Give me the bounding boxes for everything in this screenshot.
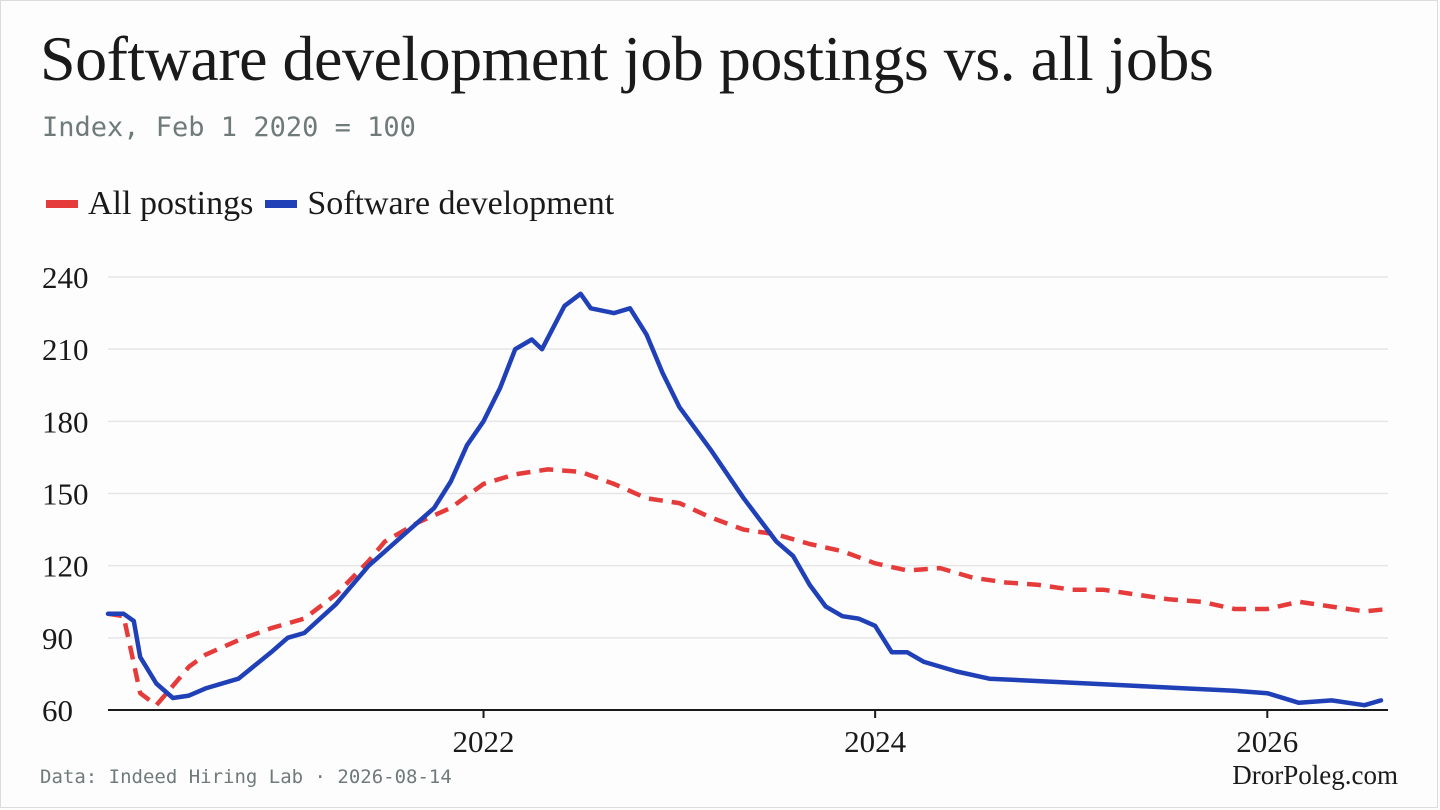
y-tick-label-90: 90	[42, 621, 73, 656]
y-tick-label-240: 240	[42, 260, 89, 295]
line-chart: 60 90 120 150 180 210 240 2022 2024 2026	[42, 260, 1389, 759]
legend-swatch-software-development	[265, 200, 298, 208]
y-tick-label-180: 180	[42, 404, 89, 439]
y-tick-label-120: 120	[42, 549, 89, 584]
legend-item-software-development: Software development	[265, 185, 614, 223]
brand-label: DrorPoleg.com	[1232, 760, 1398, 790]
legend-label-all-postings: All postings	[88, 185, 254, 222]
y-tick-label-60: 60	[42, 693, 73, 728]
y-tick-label-210: 210	[42, 332, 89, 367]
x-tick-label-2024: 2024	[844, 724, 907, 759]
source-note: Data: Indeed Hiring Lab · 2026-08-14	[40, 766, 452, 788]
chart-subtitle: Index, Feb 1 2020 = 100	[42, 112, 416, 143]
series-line-all-postings	[107, 467, 1389, 708]
x-tick-label-2022: 2022	[453, 724, 515, 759]
legend-swatch-all-postings	[46, 200, 78, 208]
series-line-software-development	[105, 291, 1384, 708]
x-tick-label-2026: 2026	[1236, 724, 1298, 759]
legend-label-software-development: Software development	[307, 185, 615, 222]
legend-item-all-postings: All postings	[46, 185, 253, 223]
chart-title: Software development job postings vs. al…	[40, 23, 1214, 94]
y-tick-label-150: 150	[42, 477, 89, 512]
chart-legend: All postings Software development	[46, 182, 614, 226]
